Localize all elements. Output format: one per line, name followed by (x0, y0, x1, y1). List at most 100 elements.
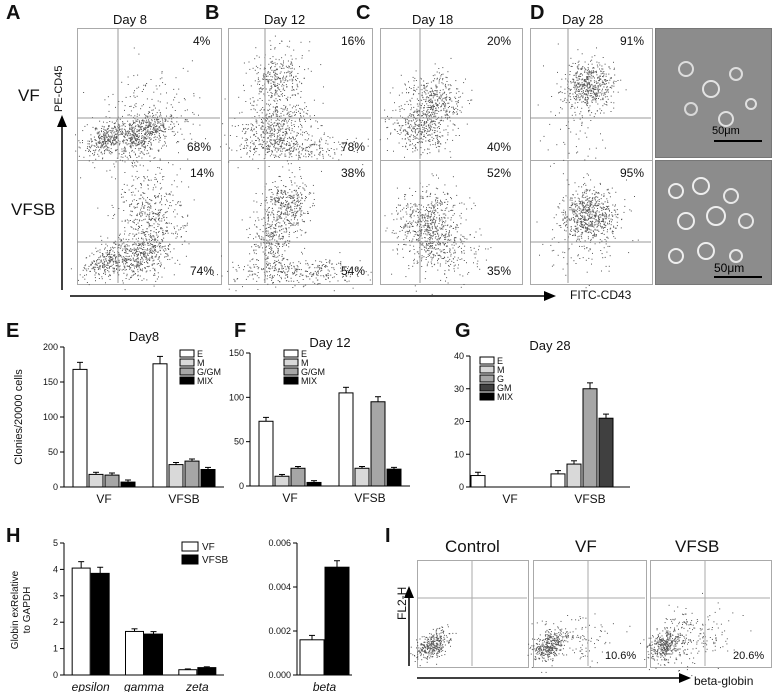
day-header-18: Day 18 (412, 12, 454, 27)
panel-label-e: E (6, 320, 20, 342)
panel-i-title-vf: VF (575, 537, 597, 556)
chart-f-bar-0-0 (258, 420, 274, 487)
chart-h-cat-2: zeta (185, 680, 209, 692)
legend-f-label-0: E (301, 349, 307, 359)
pct-c-vf-bottom: 40% (487, 140, 512, 154)
chart-h-bar-1-1 (144, 633, 163, 676)
chart-h-beta-cat-0: beta (313, 680, 337, 692)
chart-e-ytick-label-0: 0 (53, 482, 58, 492)
pct-a-vfsb-bottom: 74% (190, 264, 215, 278)
legend-e-swatch-0 (179, 349, 195, 358)
legend-g-label-1: M (497, 365, 505, 375)
chart-h-ytick-label-2: 2 (53, 617, 58, 627)
chart-h-ytick-label-0: 0 (53, 670, 58, 680)
chart-f-bar-0-1 (274, 475, 290, 487)
chart-f-bar-1-1 (354, 467, 370, 487)
chart-h-ylabel-2: to GAPDH (22, 587, 33, 634)
chart-f-bar-1-3 (386, 468, 402, 487)
chart-h-beta-bar-0-1 (324, 566, 350, 676)
legend-f-label-3: MIX (301, 376, 317, 386)
pct-c-vfsb-bottom: 35% (487, 264, 512, 278)
chart-e-ytick-label-4: 200 (43, 342, 58, 352)
panel-label-i: I (385, 525, 391, 547)
chart-g-title: Day 28 (529, 338, 570, 353)
chart-h-ytick-label-4: 4 (53, 564, 58, 574)
row-label-vf: VF (18, 86, 40, 105)
chart-f-title: Day 12 (309, 335, 350, 350)
day-header-12: Day 12 (264, 12, 306, 27)
panel-i-pct-vf: 10.6% (605, 650, 637, 662)
legend-h-label-1: VFSB (202, 555, 228, 566)
chart-f-ytick-label-1: 50 (234, 437, 244, 447)
legend-f-label-1: M (301, 358, 309, 368)
chart-h-beta-ytick-label-3: 0.006 (268, 538, 291, 548)
micrograph-vf (655, 28, 772, 158)
chart-h-ytick-label-5: 5 (53, 538, 58, 548)
chart-g-cat-1: VFSB (574, 492, 605, 506)
legend-h-swatch-0 (181, 541, 199, 552)
chart-e-bar-1-1 (168, 464, 184, 488)
chart-g-bar-0-0 (470, 475, 486, 488)
flow-y-arrowhead (57, 115, 67, 127)
legend-e-swatch-1 (179, 358, 195, 367)
flow-plot-c-vfsb (380, 160, 523, 285)
day-header-8: Day 8 (113, 12, 147, 27)
panel-i-pct-vfsb: 20.6% (733, 650, 765, 662)
chart-e-cat-0: VF (96, 492, 111, 506)
legend-h-swatch-1 (181, 554, 199, 565)
chart-e-ytick-label-2: 100 (43, 412, 58, 422)
flow-x-arrowhead (544, 291, 556, 301)
pct-b-vf-top: 16% (341, 34, 366, 48)
legend-g-swatch-3 (479, 383, 495, 392)
chart-f-cat-0: VF (282, 491, 297, 505)
legend-h-label-0: VF (202, 542, 215, 553)
chart-f-cat-1: VFSB (354, 491, 385, 505)
chart-h-beta-ytick-label-0: 0.000 (268, 670, 291, 680)
chart-h-beta-bar-0-0 (299, 639, 325, 676)
panel-i-title-control: Control (445, 537, 500, 556)
chart-h-beta-ytick-label-1: 0.002 (268, 626, 291, 636)
chart-g-ytick-label-3: 30 (454, 384, 464, 394)
flow-plot-b-vfsb (228, 160, 373, 285)
chart-e-bar-0-1 (88, 473, 104, 488)
chart-f-ytick-label-3: 150 (229, 348, 244, 358)
chart-f-bar-0-2 (290, 467, 306, 487)
pct-d-vfsb-top: 95% (620, 166, 645, 180)
flow-scatter-layer (70, 35, 752, 677)
chart-h-beta-ytick-label-2: 0.004 (268, 582, 291, 592)
chart-e-ytick-label-1: 50 (48, 447, 58, 457)
chart-h-bar-0-0 (71, 567, 91, 676)
i-x-arrowhead (679, 673, 691, 683)
chart-e-bar-0-2 (104, 474, 120, 488)
legend-f-label-2: G/GM (301, 367, 325, 377)
chart-g-ytick-label-1: 10 (454, 449, 464, 459)
panel-label-h: H (6, 525, 21, 547)
chart-f-bar-1-2 (370, 401, 386, 487)
legend-e-swatch-3 (179, 376, 195, 385)
chart-e-bar-0-0 (72, 368, 88, 488)
panel-label-d: D (530, 2, 545, 24)
panel-label-g: G (455, 320, 471, 342)
legend-g-swatch-2 (479, 374, 495, 383)
legend-e-label-1: M (197, 358, 205, 368)
chart-h-ytick-label-1: 1 (53, 644, 58, 654)
chart-g-ytick-label-2: 20 (454, 417, 464, 427)
micrograph-vfsb (655, 160, 772, 285)
flow-plot-c-vf (380, 28, 523, 161)
pct-c-vf-top: 20% (487, 34, 512, 48)
chart-h-ytick-label-3: 3 (53, 591, 58, 601)
pct-b-vfsb-top: 38% (341, 166, 366, 180)
legend-g-swatch-1 (479, 365, 495, 374)
legend-e-label-3: MIX (197, 376, 213, 386)
scale-bar-label-1: 50μm (712, 125, 740, 137)
panel-label-b: B (205, 2, 220, 24)
legend-g-swatch-0 (479, 356, 495, 365)
chart-h-bar-2-1 (197, 667, 217, 676)
chart-g-bar-1-2 (582, 388, 598, 488)
panel-i-title-vfsb: VFSB (675, 537, 720, 556)
chart-g-cat-0: VF (502, 492, 517, 506)
legend-e-label-0: E (197, 349, 203, 359)
chart-f-bar-1-0 (338, 392, 354, 487)
scale-bar-label-2: 50μm (714, 261, 745, 275)
legend-g-label-3: GM (497, 383, 512, 393)
